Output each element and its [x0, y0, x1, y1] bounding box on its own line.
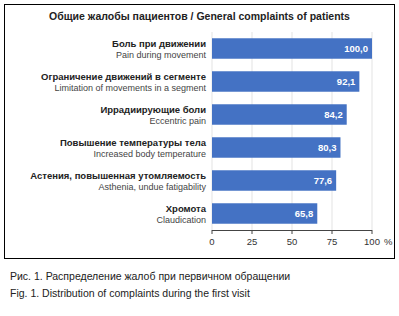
tick-label: 25	[247, 236, 258, 247]
grid-line	[372, 32, 373, 230]
bar	[212, 71, 359, 91]
category-label: Ограничение движений в сегменте	[41, 71, 206, 82]
tick-mark	[292, 230, 293, 234]
category-label: Астения, повышенная утомляемость	[30, 170, 206, 181]
caption: Fig. 1. Distribution of complaints durin…	[10, 287, 250, 299]
chart-border	[5, 5, 395, 259]
bar	[212, 203, 317, 223]
data-label: 92,1	[337, 76, 356, 87]
category-label: Хромота	[166, 203, 207, 214]
tick-mark	[372, 230, 373, 234]
axis-label: %	[384, 236, 393, 247]
title: Общие жалобы пациентов / General complai…	[49, 10, 350, 22]
tick-label: 75	[327, 236, 338, 247]
grid-line	[252, 32, 253, 230]
category-label: Боль при движении	[112, 38, 206, 49]
tick-label: 50	[287, 236, 298, 247]
data-label: 84,2	[324, 109, 343, 120]
bar	[212, 137, 340, 157]
category-sublabel: Asthenia, undue fatigability	[98, 182, 206, 192]
caption: Рис. 1. Распределение жалоб при первично…	[10, 270, 290, 282]
category-sublabel: Eccentric pain	[149, 116, 206, 126]
data-label: 100,0	[344, 43, 368, 54]
bar	[212, 38, 372, 58]
category-sublabel: Claudication	[156, 215, 206, 225]
bar	[212, 170, 336, 190]
data-label: 80,3	[318, 142, 337, 153]
tick-label: 0	[209, 236, 214, 247]
tick-mark	[332, 230, 333, 234]
bars	[212, 38, 372, 223]
data-label: 65,8	[295, 208, 314, 219]
category-label: Повышение температуры тела	[60, 137, 207, 148]
grid-line	[212, 32, 213, 230]
tick-label: 100	[364, 236, 380, 247]
category-label: Иррадиирующие боли	[100, 104, 206, 115]
tick-mark	[212, 230, 213, 234]
category-sublabel: Pain during movement	[116, 50, 207, 60]
category-sublabel: Limitation of movements in a segment	[54, 83, 206, 93]
grid-line	[292, 32, 293, 230]
chart: Общие жалобы пациентов / General complai…	[0, 0, 399, 316]
tick-mark	[252, 230, 253, 234]
data-label: 77,6	[314, 175, 333, 186]
bar	[212, 104, 347, 124]
category-sublabel: Increased body temperature	[93, 149, 206, 159]
grid-line	[332, 32, 333, 230]
